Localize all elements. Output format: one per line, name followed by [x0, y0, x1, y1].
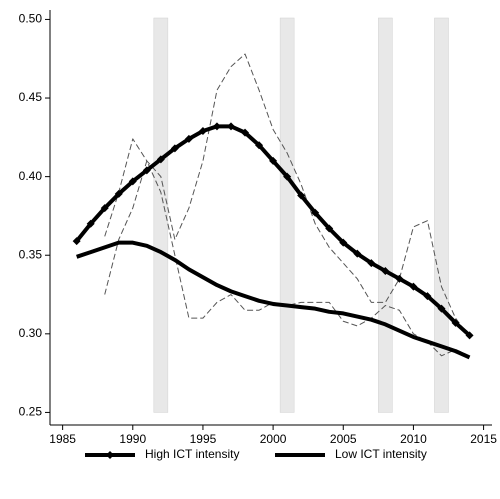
shaded-band — [378, 17, 393, 413]
y-tick-label: 0.50 — [19, 12, 43, 26]
series-line — [104, 53, 470, 338]
series-marker — [325, 224, 334, 233]
series-marker — [395, 274, 404, 283]
x-tick-label: 2015 — [470, 432, 497, 446]
y-tick-label: 0.30 — [19, 326, 43, 340]
series-line — [104, 160, 470, 357]
series-marker — [255, 141, 264, 150]
series-marker — [437, 304, 446, 313]
series-line — [76, 240, 471, 360]
series-marker — [128, 177, 137, 186]
y-tick-label: 0.25 — [19, 405, 43, 419]
series-marker — [311, 208, 320, 217]
series-marker — [184, 134, 193, 143]
x-tick-label: 2005 — [330, 432, 357, 446]
y-tick-label: 0.40 — [19, 169, 43, 183]
series-marker — [339, 238, 348, 247]
series-marker — [465, 331, 474, 340]
shaded-band — [434, 17, 449, 413]
series-marker — [451, 318, 460, 327]
y-tick-label: 0.45 — [19, 90, 43, 104]
series-marker — [367, 259, 376, 268]
series-marker — [283, 172, 292, 181]
series-marker — [423, 292, 432, 301]
x-tick-label: 1995 — [190, 432, 217, 446]
series-marker — [86, 219, 95, 228]
series-marker — [198, 127, 207, 136]
x-tick-label: 2010 — [400, 432, 427, 446]
series-marker — [297, 191, 306, 200]
x-tick-label: 2000 — [260, 432, 287, 446]
series-marker — [409, 282, 418, 291]
x-tick-label: 1990 — [119, 432, 146, 446]
shaded-band — [279, 17, 295, 413]
series-marker — [170, 144, 179, 153]
x-tick-label: 1985 — [49, 432, 76, 446]
series-marker — [269, 156, 278, 165]
y-tick-label: 0.35 — [19, 247, 43, 261]
series-marker — [72, 237, 81, 246]
series-marker — [114, 189, 123, 198]
legend-label: Low ICT intensity — [335, 447, 427, 461]
series-marker — [241, 128, 250, 137]
series-marker — [227, 122, 236, 131]
series-marker — [142, 166, 151, 175]
legend-label: High ICT intensity — [145, 447, 239, 461]
series-marker — [100, 204, 109, 213]
series-marker — [381, 266, 390, 275]
legend-marker — [106, 451, 114, 459]
shaded-band — [153, 17, 169, 413]
series-marker — [156, 155, 165, 164]
series-marker — [353, 249, 362, 258]
series-marker — [212, 122, 221, 131]
